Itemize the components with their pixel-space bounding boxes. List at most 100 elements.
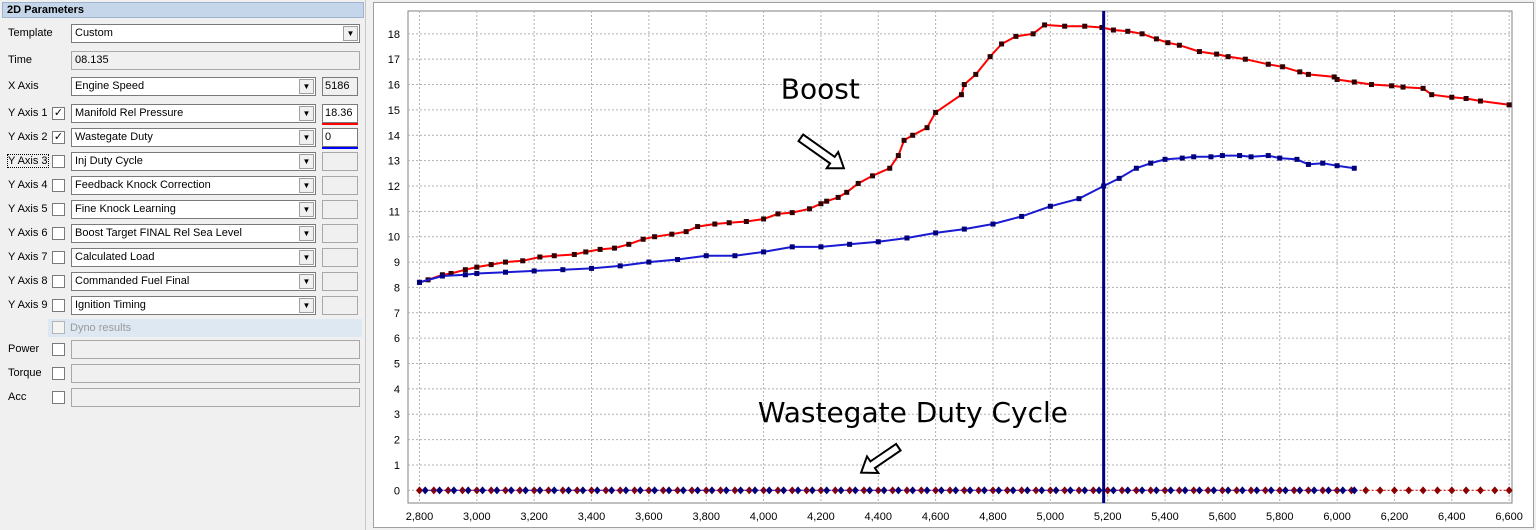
chart-area[interactable]: 0 1 2 3 4 5 6 7 8 9 10 11 12 13 14 15 16 17 18 2,800 3,000 3… xyxy=(373,2,1534,528)
data-point xyxy=(1181,486,1189,495)
time-value: 08.135 xyxy=(75,54,109,66)
template-select[interactable]: Custom ▼ xyxy=(71,24,360,43)
data-point xyxy=(1304,486,1312,495)
y-axis-checkbox[interactable] xyxy=(52,155,65,168)
chevron-down-icon[interactable]: ▼ xyxy=(299,130,314,145)
y-axis-checkbox[interactable]: ✓ xyxy=(52,131,65,144)
data-point xyxy=(545,486,553,495)
y-axis-select[interactable]: Manifold Rel Pressure ▼ xyxy=(71,104,316,123)
data-point xyxy=(933,109,939,115)
dyno-results-checkbox[interactable] xyxy=(52,321,65,334)
data-point xyxy=(444,486,452,495)
chevron-down-icon[interactable]: ▼ xyxy=(299,274,314,289)
data-point xyxy=(537,254,543,260)
dyno-results-label: Dyno results xyxy=(70,322,132,334)
data-point xyxy=(616,486,624,495)
y-axis-reading xyxy=(322,296,358,315)
data-point xyxy=(679,486,687,495)
time-row: Time 08.135 xyxy=(0,50,366,72)
chart-series xyxy=(415,22,1513,495)
y-axis-select[interactable]: Wastegate Duty ▼ xyxy=(71,128,316,147)
x-tick-label: 6,200 xyxy=(1381,511,1409,523)
y-axis-select[interactable]: Inj Duty Cycle ▼ xyxy=(71,152,316,171)
boost-annotation: Boost xyxy=(781,72,860,105)
chevron-down-icon[interactable]: ▼ xyxy=(299,154,314,169)
data-point xyxy=(1042,22,1048,28)
data-point xyxy=(1138,486,1146,495)
y-axis-select[interactable]: Commanded Fuel Final ▼ xyxy=(71,272,316,291)
y-axis-checkbox[interactable] xyxy=(52,179,65,192)
x-tick-label: 5,800 xyxy=(1266,511,1294,523)
data-point xyxy=(1433,486,1441,495)
y-axis-checkbox[interactable] xyxy=(52,275,65,288)
y-axis-reading: 18.36 xyxy=(322,104,358,123)
chevron-down-icon[interactable]: ▼ xyxy=(299,106,314,121)
data-point xyxy=(823,486,831,495)
data-point xyxy=(1419,486,1427,495)
dyno-results-row: Dyno results xyxy=(48,319,362,337)
y-axis-checkbox[interactable] xyxy=(52,227,65,240)
y-axis-select[interactable]: Fine Knock Learning ▼ xyxy=(71,200,316,219)
power-checkbox[interactable] xyxy=(52,343,65,356)
data-point xyxy=(589,265,595,271)
y-axis-checkbox[interactable] xyxy=(52,251,65,264)
y-axis-row-5: Y Axis 5 Fine Knock Learning ▼ xyxy=(0,199,366,221)
data-point xyxy=(818,244,824,250)
x-axis-value: Engine Speed xyxy=(75,80,145,92)
y-axis-checkbox[interactable] xyxy=(52,203,65,216)
x-tick-label: 3,600 xyxy=(635,511,663,523)
data-point xyxy=(1038,486,1046,495)
y-axis-label: Y Axis 7 xyxy=(8,251,48,263)
data-point xyxy=(1237,153,1243,159)
data-point xyxy=(1449,94,1455,100)
y-tick-label: 10 xyxy=(388,232,400,244)
data-point xyxy=(1429,92,1435,98)
chart-grid xyxy=(407,10,1513,504)
y-tick-label: 13 xyxy=(388,156,400,168)
y-axis-checkbox[interactable]: ✓ xyxy=(52,107,65,120)
data-point xyxy=(910,132,916,138)
torque-checkbox[interactable] xyxy=(52,367,65,380)
data-point xyxy=(1331,74,1337,80)
data-point xyxy=(966,486,974,495)
chevron-down-icon[interactable]: ▼ xyxy=(299,178,314,193)
data-point xyxy=(817,486,825,495)
y-axis-select[interactable]: Ignition Timing ▼ xyxy=(71,296,316,315)
chevron-down-icon[interactable]: ▼ xyxy=(299,298,314,313)
y-axis-select[interactable]: Feedback Knock Correction ▼ xyxy=(71,176,316,195)
y-axis-row-7: Y Axis 7 Calculated Load ▼ xyxy=(0,247,366,269)
torque-row: Torque xyxy=(0,363,366,385)
y-tick-label: 5 xyxy=(394,359,400,371)
acc-checkbox[interactable] xyxy=(52,391,65,404)
x-tick-label: 5,400 xyxy=(1151,511,1179,523)
power-field xyxy=(71,340,360,359)
y-axis-select[interactable]: Calculated Load ▼ xyxy=(71,248,316,267)
chevron-down-icon[interactable]: ▼ xyxy=(299,226,314,241)
data-point xyxy=(1390,486,1398,495)
data-point xyxy=(808,486,816,495)
data-point xyxy=(1162,156,1168,162)
y-axis-row-9: Y Axis 9 Ignition Timing ▼ xyxy=(0,295,366,317)
data-point xyxy=(583,249,589,255)
data-point xyxy=(1350,486,1358,495)
x-axis-select[interactable]: Engine Speed ▼ xyxy=(71,77,316,96)
annotations: Boost Wastegate Duty Cycle xyxy=(758,72,1068,475)
data-point xyxy=(551,253,557,259)
data-point xyxy=(923,486,931,495)
data-point xyxy=(1030,31,1036,37)
data-point xyxy=(448,270,454,276)
chevron-down-icon[interactable]: ▼ xyxy=(343,26,358,41)
chevron-down-icon[interactable]: ▼ xyxy=(299,250,314,265)
y-axis-select[interactable]: Boost Target FINAL Rel Sea Level ▼ xyxy=(71,224,316,243)
data-point xyxy=(479,486,487,495)
data-point xyxy=(860,486,868,495)
chevron-down-icon[interactable]: ▼ xyxy=(299,79,314,94)
data-point xyxy=(1191,154,1197,160)
data-point xyxy=(789,244,795,250)
data-point xyxy=(999,41,1005,47)
y-axis-checkbox[interactable] xyxy=(52,299,65,312)
data-point xyxy=(726,220,732,226)
chevron-down-icon[interactable]: ▼ xyxy=(299,202,314,217)
data-point xyxy=(909,486,917,495)
